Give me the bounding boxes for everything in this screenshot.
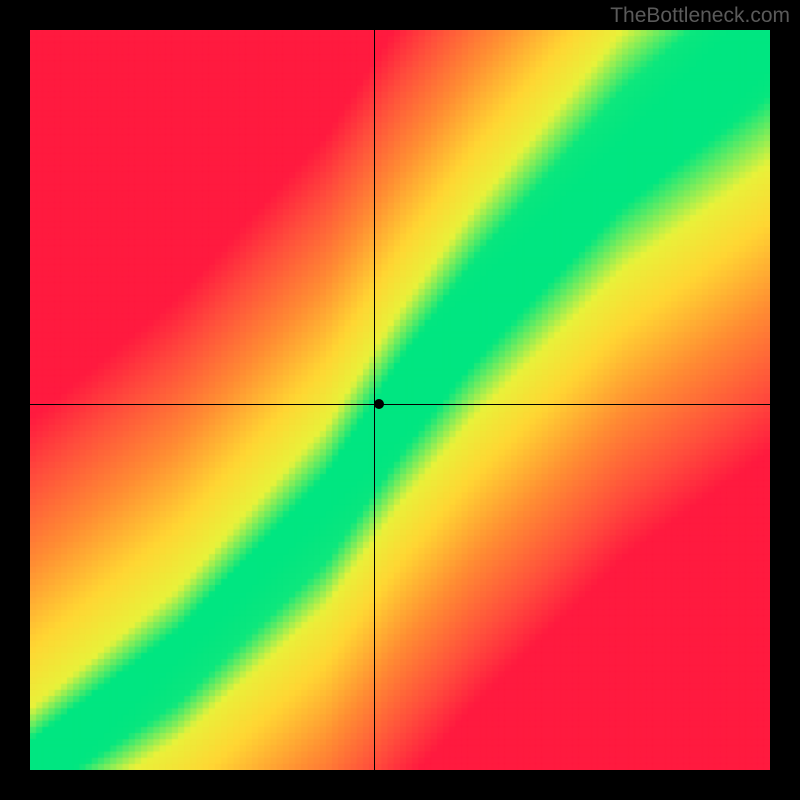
- marker-dot: [374, 399, 384, 409]
- crosshair-horizontal: [30, 404, 770, 405]
- bottleneck-heatmap: [30, 30, 770, 770]
- watermark-text: TheBottleneck.com: [610, 4, 790, 28]
- plot-area: [30, 30, 770, 770]
